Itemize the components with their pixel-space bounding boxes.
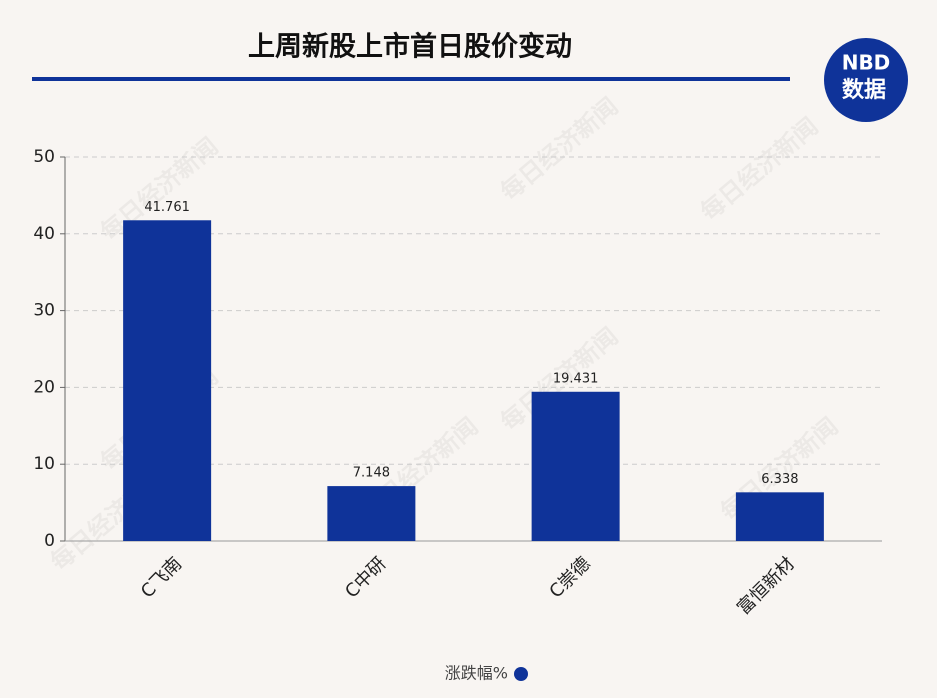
data-label: 41.761	[144, 200, 190, 215]
bar	[123, 220, 212, 541]
legend-marker	[514, 667, 528, 681]
logo-circle	[824, 38, 908, 122]
y-tick-label: 0	[44, 531, 55, 551]
chart-title: 上周新股上市首日股价变动	[248, 31, 572, 63]
data-label: 19.431	[553, 371, 599, 386]
y-tick-label: 10	[33, 454, 55, 474]
bar	[531, 391, 620, 541]
logo-brand: NBD	[842, 51, 891, 75]
bar	[735, 492, 824, 541]
data-label: 7.148	[353, 466, 390, 481]
bar	[327, 486, 416, 541]
y-tick-label: 30	[33, 301, 55, 321]
legend-label: 涨跌幅%	[445, 664, 508, 683]
y-tick-label: 50	[33, 147, 55, 167]
logo-label: 数据	[842, 77, 886, 103]
data-label: 6.338	[761, 472, 798, 487]
y-tick-label: 40	[33, 224, 55, 244]
y-tick-label: 20	[33, 377, 55, 397]
